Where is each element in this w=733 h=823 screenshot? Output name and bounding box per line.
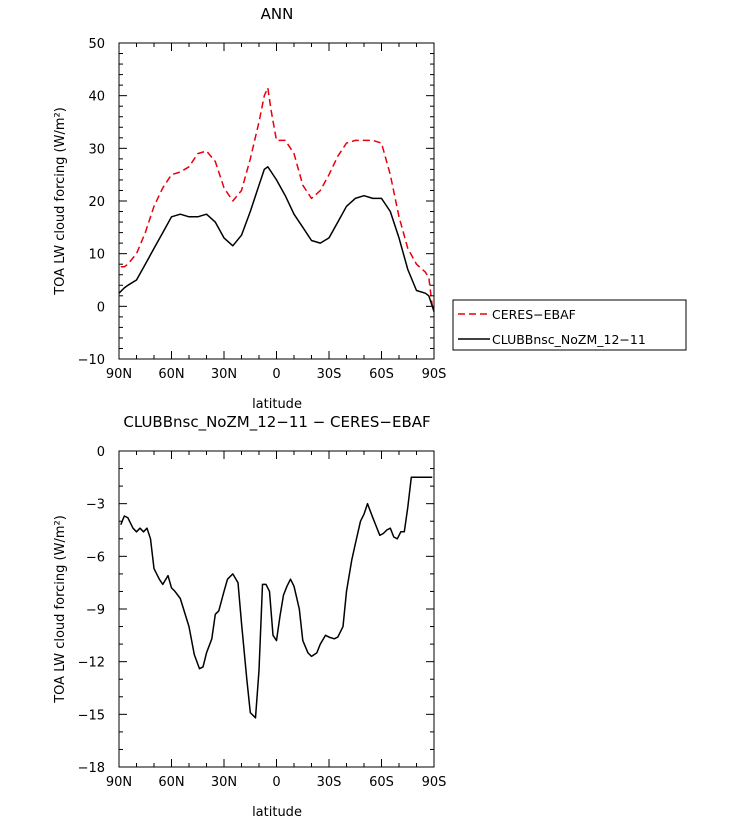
y-tick-label: 30 (88, 142, 105, 157)
x-tick-label: 30S (317, 367, 342, 382)
panel-1: ANN 90N 60N 30N 0 30S 60S 90S 50 40 30 20 10 0 −10 la… (53, 5, 687, 412)
panel-1-frame (118, 42, 435, 360)
x-tick-label: 60S (369, 775, 394, 790)
panel-1-xlabel: latitude (252, 397, 302, 412)
panel-2-frame (118, 450, 435, 768)
y-tick-label: −6 (86, 550, 105, 565)
x-tick-label: 30N (211, 367, 237, 382)
series-line-clubbnsc-nozm-12-11 (118, 166, 435, 312)
legend-label-ceres: CERES−EBAF (492, 307, 576, 322)
x-tick-label: 0 (272, 367, 280, 382)
legend-label-clubb: CLUBBnsc_NoZM_12−11 (492, 332, 646, 347)
series-line-difference (120, 476, 433, 719)
y-tick-label: 0 (97, 300, 105, 315)
x-tick-label: 60S (369, 367, 394, 382)
panel-2: CLUBBnsc_NoZM_12−11 − CERES−EBAF 90N 60N 3… (53, 413, 446, 820)
y-tick-label: 20 (88, 195, 105, 210)
y-tick-label: 40 (88, 90, 105, 105)
panel-2-title: CLUBBnsc_NoZM_12−11 − CERES−EBAF (123, 413, 430, 432)
series-line-ceres-ebaf (120, 87, 434, 307)
y-tick-label: −15 (78, 708, 105, 723)
y-tick-label: 10 (88, 248, 105, 263)
x-tick-label: 90S (422, 775, 447, 790)
panel-2-ylabel: TOA LW cloud forcing (W/m²) (53, 515, 68, 704)
x-tick-label: 90S (422, 367, 447, 382)
y-tick-label: −10 (78, 353, 105, 368)
panel-1-title: ANN (261, 5, 294, 23)
y-tick-label: 50 (88, 37, 105, 52)
x-tick-label: 30S (317, 775, 342, 790)
y-tick-label: −3 (86, 498, 105, 513)
x-tick-label: 60N (158, 367, 184, 382)
x-tick-label: 90N (106, 367, 132, 382)
x-tick-label: 30N (211, 775, 237, 790)
y-tick-label: −12 (78, 656, 105, 671)
x-tick-label: 60N (158, 775, 184, 790)
panel-1-ylabel: TOA LW cloud forcing (W/m²) (53, 107, 68, 296)
legend-box (452, 299, 687, 351)
x-tick-label: 90N (106, 775, 132, 790)
panel-2-xlabel: latitude (252, 805, 302, 820)
y-tick-label: −18 (78, 761, 105, 776)
y-tick-label: −9 (86, 603, 105, 618)
x-tick-label: 0 (272, 775, 280, 790)
y-tick-label: 0 (97, 445, 105, 460)
panel-1-legend: CERES−EBAF CLUBBnsc_NoZM_12−11 (452, 299, 687, 351)
